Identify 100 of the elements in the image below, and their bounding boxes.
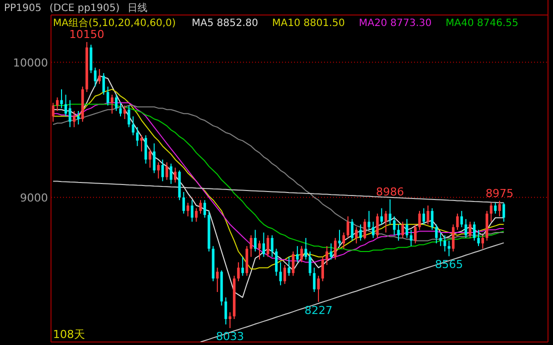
candlestick [161,159,164,182]
candlestick [502,202,506,222]
candlestick [388,198,392,225]
candlestick [334,237,337,260]
candlestick [430,208,434,230]
candlestick [368,210,370,230]
candlestick [460,210,463,228]
candlestick [266,234,270,258]
candlestick [275,248,278,276]
y-tick-label: 9000 [20,191,48,204]
candlestick [94,67,97,88]
candlestick [203,200,206,218]
candlestick [456,213,459,230]
y-tick-label: 10000 [13,56,48,70]
candlestick [52,102,54,122]
candlestick [350,218,354,242]
candlestick [157,162,160,179]
candlestick [90,44,92,74]
candlestick [494,202,497,214]
candlestick [414,224,417,244]
candlestick [296,246,299,263]
candlestick [397,224,400,242]
candlestick [477,229,480,247]
candlestick [342,232,346,250]
candlestick [216,267,219,293]
candlestick [464,218,468,238]
candlestick [106,86,110,106]
candlestick [288,256,290,276]
annotation: 8975 [486,186,514,200]
candlestick [182,192,185,214]
candlestick [152,142,156,174]
candlestick [359,224,362,242]
candlestick [250,234,252,258]
candlestick [174,167,177,184]
candlestick [224,296,228,325]
candlestick [68,100,72,128]
candlestick [376,213,379,238]
candlestick [140,134,143,152]
candlestick [186,202,190,217]
candlestick [468,221,472,238]
candlestick [406,218,408,238]
annotation: 10150 [69,28,104,42]
candlestick [448,240,450,257]
candlestick [435,224,438,244]
candlestick [195,208,198,222]
candlestick [56,96,59,112]
line-series [200,242,504,342]
candlestick [270,234,274,258]
candlestick [372,221,375,238]
candlestick [128,105,130,128]
candlestick [355,226,358,244]
candlestick [123,105,126,120]
candlestick [241,256,244,276]
text: MA10 8801.50 [272,18,345,29]
candlestick [148,148,152,168]
candlestick [312,267,316,293]
legend-title: MA组合(5,10,20,40,60,0) [53,17,176,29]
candlestick [308,250,312,276]
candlestick [384,210,388,234]
candlestick [170,163,172,184]
candlestick [472,221,476,242]
candlestick [132,116,134,136]
candlestick [481,234,484,250]
candlestick [392,216,396,236]
candlestick [199,200,202,214]
candlestick [110,94,114,114]
candlestick [166,162,168,180]
annotation: 8986 [376,185,404,198]
candlestick [418,210,421,230]
candlestick [444,234,446,252]
text: MA20 8773.30 [358,18,432,29]
text: MA5 8852.80 [192,18,258,29]
annotation: 8565 [435,258,464,272]
annotation: 8033 [216,330,244,344]
candlestick [490,202,492,222]
candlestick [102,72,105,96]
candlestick [144,134,148,164]
chart-title: PP1905 [4,3,42,14]
annotation: 8227 [304,304,332,317]
candlestick [346,216,350,238]
chart-subtitle: (DCE pp1905) [50,3,120,14]
text: 日线 [128,2,148,14]
candlestick [363,218,366,240]
candlestick [321,256,324,282]
candlestick [237,262,240,282]
candlestick [498,200,501,217]
candlestick [279,262,282,286]
candlestick [228,312,232,329]
candlestick [283,264,286,284]
candlestick [401,221,404,238]
candlestick [114,94,118,112]
candlestick [258,240,261,260]
candlestick [254,229,257,252]
candlestick [292,250,294,276]
candlestick [317,275,320,302]
text: MA40 8746.55 [446,18,518,29]
candlestick [426,205,430,225]
candlestick [304,237,308,260]
candlestick [452,224,455,252]
candlestick [60,88,63,109]
